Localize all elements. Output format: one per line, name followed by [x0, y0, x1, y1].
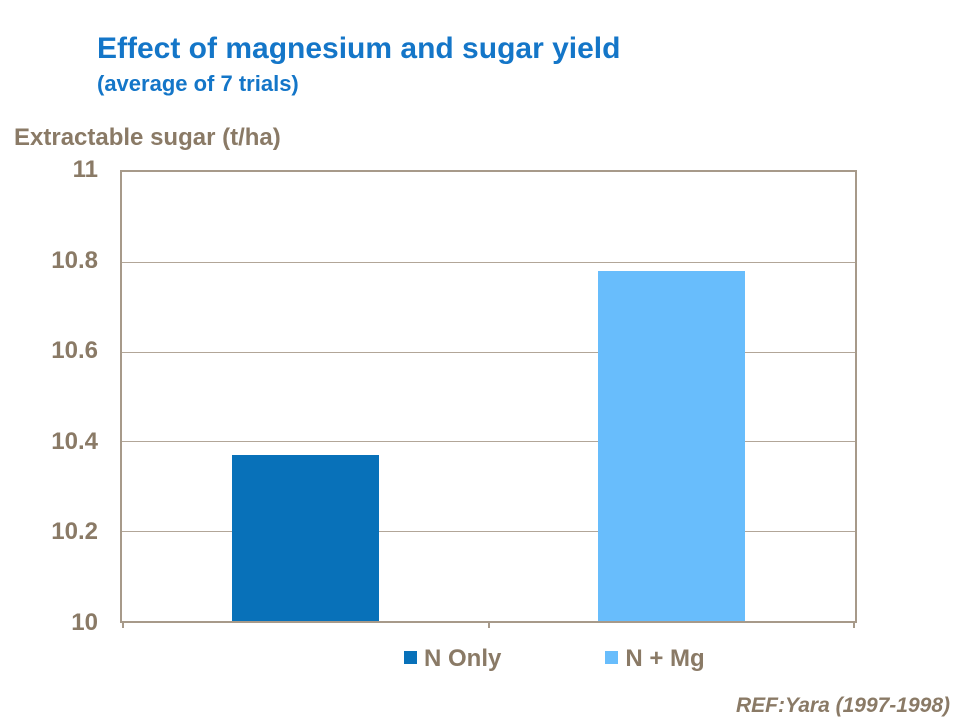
legend-label: N + Mg — [625, 645, 705, 672]
legend-label: N Only — [424, 645, 502, 672]
gridline — [122, 261, 855, 263]
bar-n-only — [231, 454, 379, 621]
y-axis-tick-labels: 11 10.8 10.6 10.4 10.2 10 — [0, 157, 98, 636]
chart-subtitle: (average of 7 trials) — [97, 71, 299, 96]
y-tick-label: 10.8 — [51, 246, 98, 274]
gridline — [122, 351, 855, 353]
gridline — [122, 531, 855, 533]
y-tick-label: 10.6 — [51, 337, 98, 365]
bar-n-mg — [598, 270, 746, 621]
x-axis-tick — [853, 621, 855, 628]
legend-item: N + Mg — [605, 645, 705, 672]
y-axis-title: Extractable sugar (t/ha) — [14, 124, 281, 151]
legend-item: N Only — [404, 645, 501, 672]
chart-title: Effect of magnesium and sugar yield — [97, 32, 621, 65]
legend-swatch-icon — [605, 651, 619, 664]
legend-swatch-icon — [404, 651, 417, 664]
gridline — [122, 441, 855, 443]
y-tick-label: 11 — [72, 156, 98, 183]
x-axis-tick — [487, 621, 490, 628]
y-tick-label: 10.4 — [51, 427, 98, 455]
x-axis-tick — [122, 621, 124, 628]
plot-area — [120, 170, 857, 628]
reference-text: REF:Yara (1997-1998) — [736, 694, 950, 717]
y-tick-label: 10.2 — [51, 518, 98, 546]
y-tick-label: 10 — [71, 609, 98, 636]
legend: N Only N + Mg — [404, 645, 705, 672]
